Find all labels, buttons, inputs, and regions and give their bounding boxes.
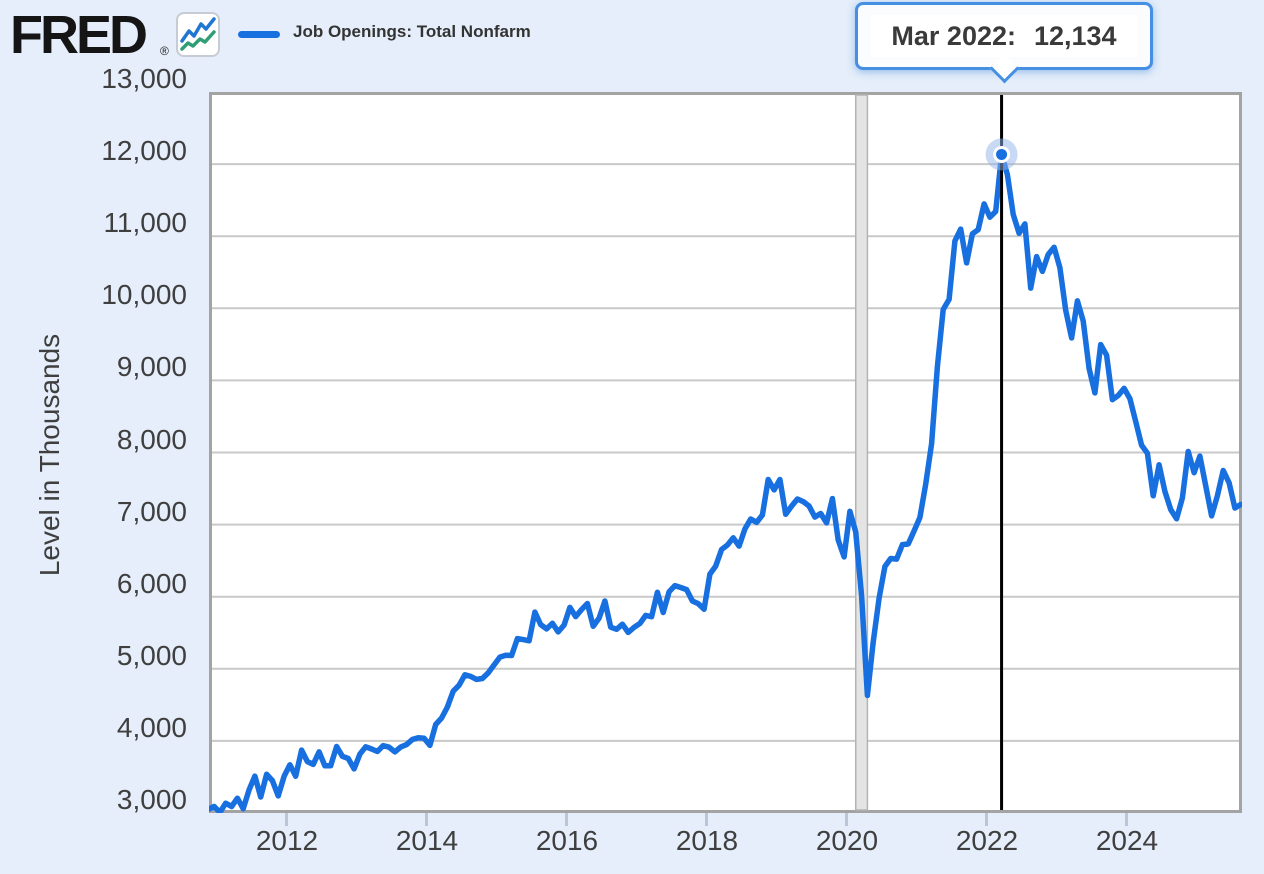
x-tick-label: 2016 xyxy=(535,825,599,856)
y-tick-label: 7,000 xyxy=(116,495,187,527)
x-tick-mark xyxy=(285,813,289,826)
fred-logo: FRED xyxy=(10,5,148,65)
y-tick-label: 6,000 xyxy=(116,567,187,599)
chart-plot-area[interactable] xyxy=(209,92,1242,813)
y-tick-label: 4,000 xyxy=(116,711,187,743)
x-tick-mark xyxy=(425,813,429,826)
x-tick-label: 2022 xyxy=(955,825,1019,856)
y-tick-label: 13,000 xyxy=(101,63,187,94)
x-tick-mark xyxy=(845,813,849,826)
series-line xyxy=(209,151,1242,813)
data-point-tooltip: Mar 2022: 12,134 xyxy=(855,2,1153,84)
tooltip-pointer xyxy=(989,53,1020,84)
x-tick-label: 2014 xyxy=(395,825,459,856)
x-tick-label: 2024 xyxy=(1095,825,1159,856)
y-tick-label: 12,000 xyxy=(101,135,187,167)
job-openings-line-chart[interactable] xyxy=(209,92,1242,813)
x-tick-label: 2018 xyxy=(675,825,739,856)
x-tick-mark xyxy=(565,813,569,826)
legend-series-label[interactable]: Job Openings: Total Nonfarm xyxy=(293,22,531,41)
tooltip-value: 12,134 xyxy=(1033,20,1117,51)
sparkline-icon xyxy=(180,17,216,51)
x-tick-label: 2020 xyxy=(815,825,879,856)
y-tick-label: 5,000 xyxy=(116,639,187,671)
x-tick-label: 2012 xyxy=(255,825,319,856)
marker-dot xyxy=(993,145,1011,163)
x-tick-mark xyxy=(985,813,989,826)
y-tick-label: 10,000 xyxy=(101,279,187,311)
x-tick-mark xyxy=(705,813,709,826)
legend-line-swatch xyxy=(238,31,280,38)
y-tick-label: 9,000 xyxy=(116,351,187,383)
tooltip-date: Mar 2022: xyxy=(891,20,1016,51)
y-tick-label: 3,000 xyxy=(116,784,187,815)
x-tick-mark xyxy=(1125,813,1129,826)
tooltip-content: Mar 2022: 12,134 xyxy=(871,15,1137,57)
registered-trademark: ® xyxy=(160,44,169,58)
y-tick-label: 11,000 xyxy=(103,207,187,239)
fred-chart-icon xyxy=(176,12,220,57)
y-tick-label: 8,000 xyxy=(116,423,187,455)
